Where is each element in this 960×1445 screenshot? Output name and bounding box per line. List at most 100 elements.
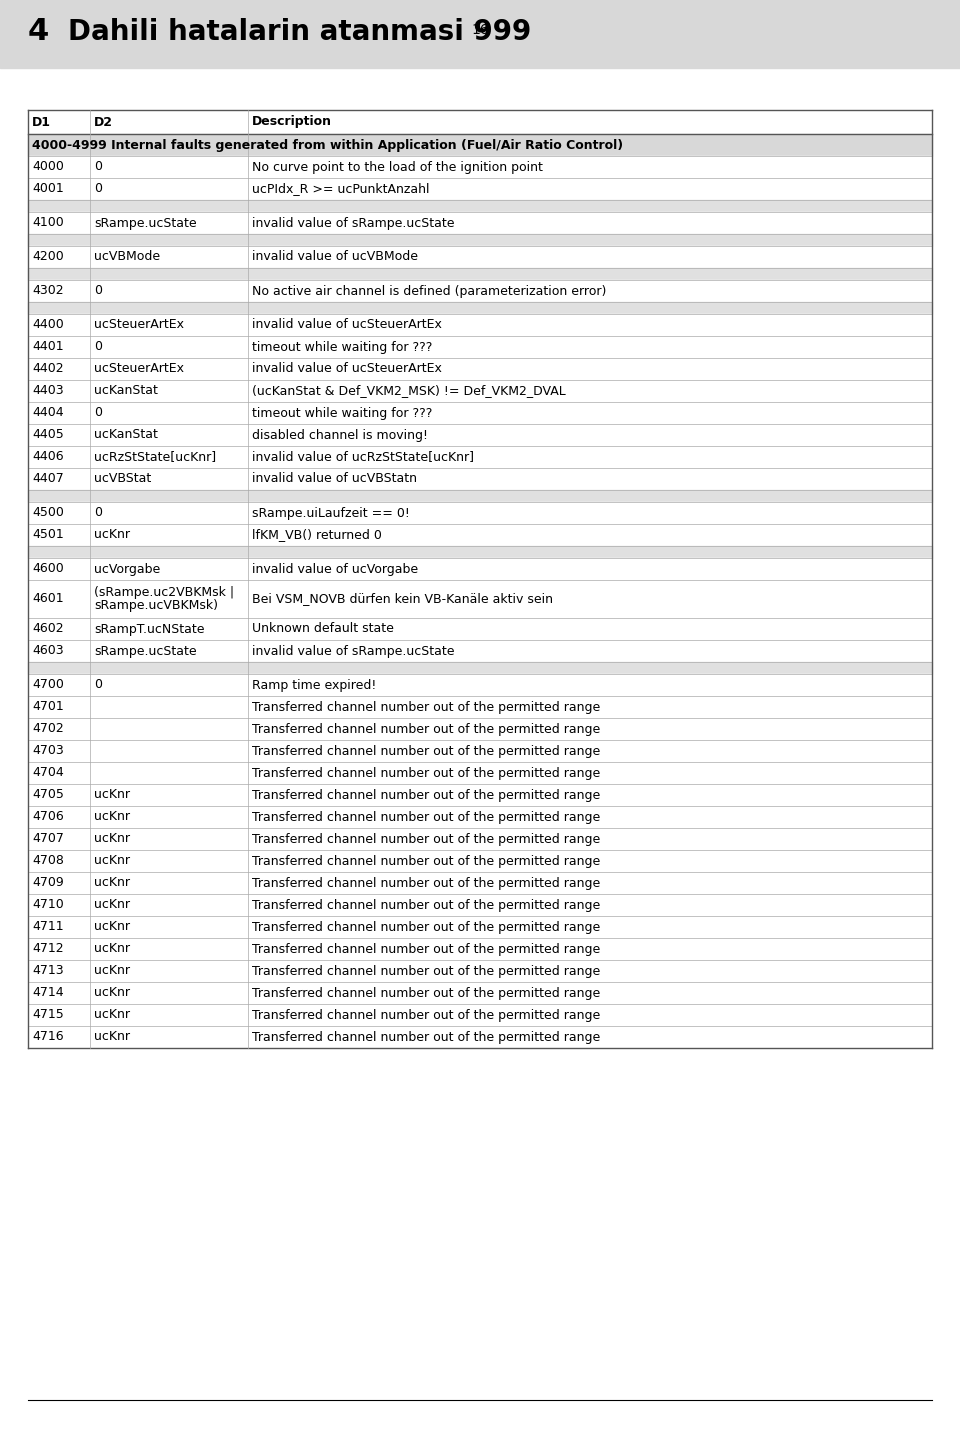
- Bar: [28, 490, 932, 501]
- Text: lfKM_VB() returned 0: lfKM_VB() returned 0: [252, 529, 382, 542]
- Text: 4704: 4704: [32, 766, 63, 779]
- Text: sRampe.ucState: sRampe.ucState: [94, 217, 197, 230]
- Bar: [28, 423, 932, 447]
- Text: invalid value of ucVorgabe: invalid value of ucVorgabe: [252, 562, 419, 575]
- Text: Unknown default state: Unknown default state: [252, 623, 394, 636]
- Text: invalid value of ucRzStState[ucKnr]: invalid value of ucRzStState[ucKnr]: [252, 451, 474, 464]
- Bar: [28, 983, 932, 1004]
- Bar: [28, 662, 932, 673]
- Text: ucKanStat: ucKanStat: [94, 384, 157, 397]
- Text: 4703: 4703: [32, 744, 63, 757]
- Text: 4711: 4711: [32, 920, 63, 933]
- Bar: [28, 785, 932, 806]
- Text: 4708: 4708: [32, 854, 64, 867]
- Text: No active air channel is defined (parameterization error): No active air channel is defined (parame…: [252, 285, 607, 298]
- Bar: [28, 234, 932, 246]
- Text: 0: 0: [94, 341, 102, 354]
- Bar: [28, 546, 932, 558]
- Text: 4709: 4709: [32, 877, 63, 890]
- Text: ucKnr: ucKnr: [94, 1009, 130, 1022]
- Text: ucVBMode: ucVBMode: [94, 250, 160, 263]
- Text: invalid value of sRampe.ucState: invalid value of sRampe.ucState: [252, 217, 454, 230]
- Text: 4602: 4602: [32, 623, 63, 636]
- Bar: [28, 380, 932, 402]
- Text: ucKnr: ucKnr: [94, 899, 130, 912]
- Bar: [0, 0, 960, 68]
- Bar: [28, 280, 932, 302]
- Bar: [28, 501, 932, 525]
- Bar: [28, 640, 932, 662]
- Text: 4705: 4705: [32, 789, 64, 802]
- Text: ucKanStat: ucKanStat: [94, 429, 157, 442]
- Text: ucRzStState[ucKnr]: ucRzStState[ucKnr]: [94, 451, 216, 464]
- Text: 4302: 4302: [32, 285, 63, 298]
- Bar: [28, 302, 932, 314]
- Text: 4716: 4716: [32, 1030, 63, 1043]
- Text: 4601: 4601: [32, 592, 63, 605]
- Bar: [28, 358, 932, 380]
- Text: 4603: 4603: [32, 644, 63, 657]
- Text: 4706: 4706: [32, 811, 63, 824]
- Text: 0: 0: [94, 182, 102, 195]
- Text: 4715: 4715: [32, 1009, 63, 1022]
- Text: Transferred channel number out of the permitted range: Transferred channel number out of the pe…: [252, 854, 600, 867]
- Bar: [28, 558, 932, 579]
- Text: 4400: 4400: [32, 318, 63, 331]
- Text: Transferred channel number out of the permitted range: Transferred channel number out of the pe…: [252, 1030, 600, 1043]
- Text: ucKnr: ucKnr: [94, 920, 130, 933]
- Text: ucVBStat: ucVBStat: [94, 473, 152, 486]
- Text: timeout while waiting for ???: timeout while waiting for ???: [252, 341, 432, 354]
- Text: ucKnr: ucKnr: [94, 789, 130, 802]
- Text: ucSteuerArtEx: ucSteuerArtEx: [94, 318, 184, 331]
- Text: ucVorgabe: ucVorgabe: [94, 562, 160, 575]
- Text: Bei VSM_NOVB dürfen kein VB-Kanäle aktiv sein: Bei VSM_NOVB dürfen kein VB-Kanäle aktiv…: [252, 592, 553, 605]
- Text: 16: 16: [471, 23, 489, 38]
- Text: invalid value of ucSteuerArtEx: invalid value of ucSteuerArtEx: [252, 363, 442, 376]
- Text: sRampe.ucVBKMsk): sRampe.ucVBKMsk): [94, 600, 218, 613]
- Text: ucKnr: ucKnr: [94, 832, 130, 845]
- Text: 4407: 4407: [32, 473, 63, 486]
- Bar: [28, 402, 932, 423]
- Bar: [28, 673, 932, 696]
- Bar: [28, 337, 932, 358]
- Bar: [28, 267, 932, 280]
- Bar: [28, 916, 932, 938]
- Bar: [28, 850, 932, 871]
- Text: Transferred channel number out of the permitted range: Transferred channel number out of the pe…: [252, 920, 600, 933]
- Text: 0: 0: [94, 507, 102, 520]
- Text: ucKnr: ucKnr: [94, 811, 130, 824]
- Text: Transferred channel number out of the permitted range: Transferred channel number out of the pe…: [252, 811, 600, 824]
- Bar: [28, 718, 932, 740]
- Text: sRampe.uiLaufzeit == 0!: sRampe.uiLaufzeit == 0!: [252, 507, 410, 520]
- Text: 4: 4: [28, 17, 49, 46]
- Text: 4700: 4700: [32, 679, 64, 692]
- Bar: [28, 246, 932, 267]
- Bar: [28, 828, 932, 850]
- Text: Transferred channel number out of the permitted range: Transferred channel number out of the pe…: [252, 877, 600, 890]
- Bar: [28, 762, 932, 785]
- Text: (sRampe.uc2VBKMsk |: (sRampe.uc2VBKMsk |: [94, 585, 234, 598]
- Text: Transferred channel number out of the permitted range: Transferred channel number out of the pe…: [252, 722, 600, 736]
- Text: Description: Description: [252, 116, 332, 129]
- Text: 4710: 4710: [32, 899, 63, 912]
- Bar: [28, 199, 932, 212]
- Bar: [28, 740, 932, 762]
- Text: 4712: 4712: [32, 942, 63, 955]
- Text: 0: 0: [94, 406, 102, 419]
- Bar: [28, 894, 932, 916]
- Text: 4707: 4707: [32, 832, 64, 845]
- Text: 4501: 4501: [32, 529, 63, 542]
- Bar: [28, 1004, 932, 1026]
- Text: Transferred channel number out of the permitted range: Transferred channel number out of the pe…: [252, 701, 600, 714]
- Text: 4000: 4000: [32, 160, 64, 173]
- Text: Dahili hatalarin atanmasi 999: Dahili hatalarin atanmasi 999: [68, 17, 531, 46]
- Text: ucKnr: ucKnr: [94, 854, 130, 867]
- Text: Transferred channel number out of the permitted range: Transferred channel number out of the pe…: [252, 789, 600, 802]
- Text: ucKnr: ucKnr: [94, 877, 130, 890]
- Text: sRampe.ucState: sRampe.ucState: [94, 644, 197, 657]
- Bar: [28, 871, 932, 894]
- Text: 4000-4999 Internal faults generated from within Application (Fuel/Air Ratio Cont: 4000-4999 Internal faults generated from…: [32, 139, 623, 152]
- Text: No curve point to the load of the ignition point: No curve point to the load of the igniti…: [252, 160, 542, 173]
- Text: Transferred channel number out of the permitted range: Transferred channel number out of the pe…: [252, 942, 600, 955]
- Bar: [28, 178, 932, 199]
